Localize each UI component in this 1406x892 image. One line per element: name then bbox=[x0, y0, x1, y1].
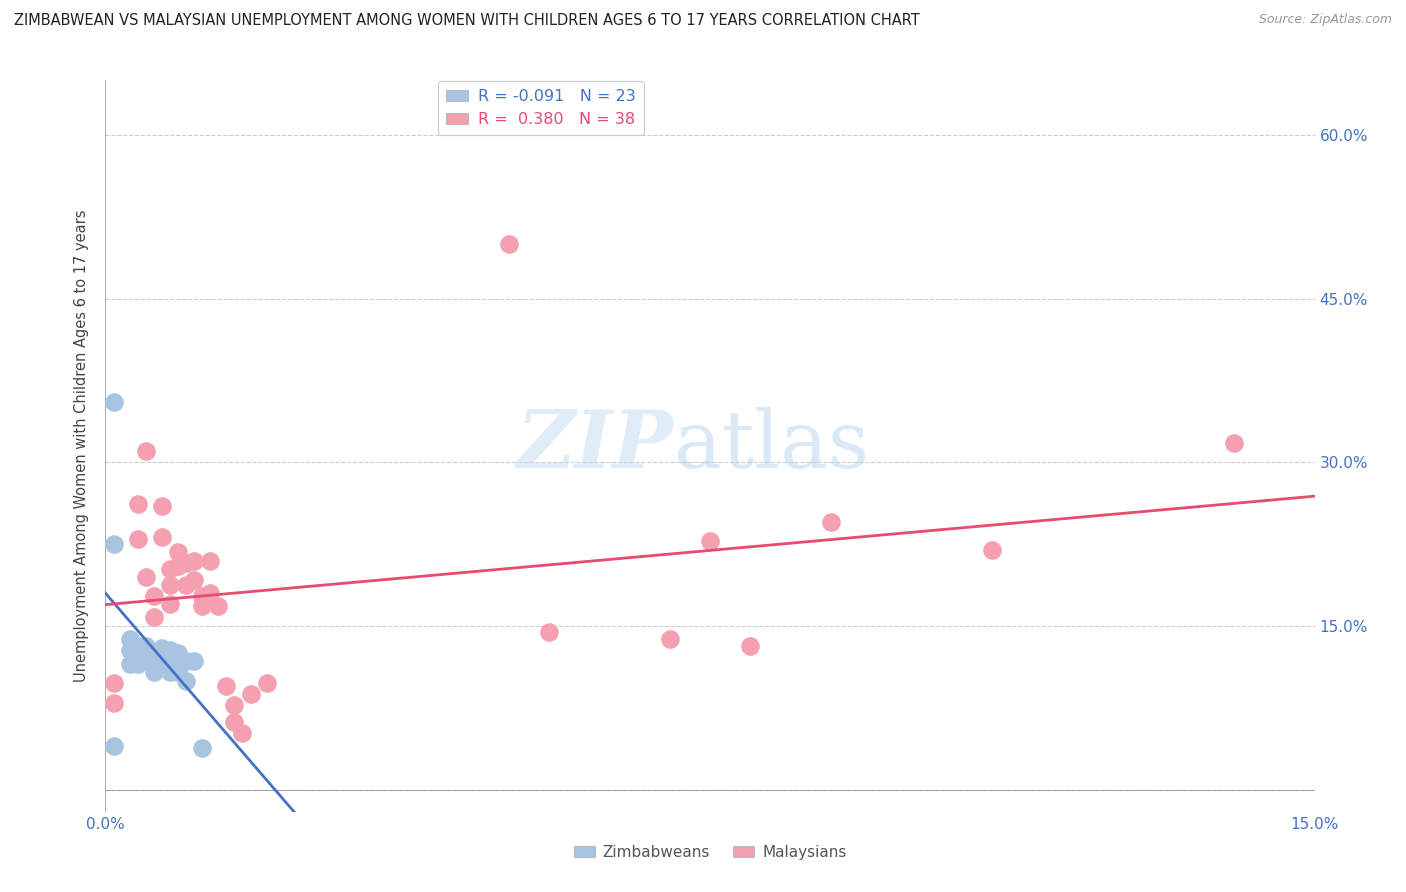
Point bbox=[135, 444, 157, 458]
Point bbox=[150, 640, 173, 655]
Point bbox=[127, 497, 149, 511]
Point bbox=[207, 599, 229, 614]
Text: Source: ZipAtlas.com: Source: ZipAtlas.com bbox=[1258, 13, 1392, 27]
Point bbox=[103, 395, 125, 409]
Point bbox=[183, 654, 205, 668]
Point bbox=[239, 687, 262, 701]
Point bbox=[135, 639, 157, 653]
Point bbox=[159, 643, 181, 657]
Point bbox=[135, 654, 157, 668]
Point bbox=[174, 654, 197, 668]
Point bbox=[159, 597, 181, 611]
Point bbox=[183, 554, 205, 568]
Point bbox=[820, 516, 842, 530]
Point bbox=[135, 570, 157, 584]
Point bbox=[256, 676, 278, 690]
Point bbox=[150, 530, 173, 544]
Point bbox=[740, 639, 762, 653]
Point bbox=[174, 556, 197, 570]
Point bbox=[142, 649, 165, 664]
Text: atlas: atlas bbox=[673, 407, 869, 485]
Point bbox=[658, 632, 681, 647]
Point bbox=[150, 499, 173, 513]
Point bbox=[159, 654, 181, 668]
Point bbox=[167, 559, 190, 574]
Point bbox=[183, 574, 205, 588]
Point bbox=[498, 237, 520, 252]
Point bbox=[150, 654, 173, 668]
Point bbox=[200, 554, 222, 568]
Point bbox=[118, 643, 141, 657]
Point bbox=[118, 632, 141, 647]
Point bbox=[174, 673, 197, 688]
Point bbox=[224, 698, 246, 712]
Text: ZIMBABWEAN VS MALAYSIAN UNEMPLOYMENT AMONG WOMEN WITH CHILDREN AGES 6 TO 17 YEAR: ZIMBABWEAN VS MALAYSIAN UNEMPLOYMENT AMO… bbox=[14, 13, 920, 29]
Point bbox=[224, 715, 246, 730]
Point bbox=[174, 577, 197, 591]
Point bbox=[191, 741, 214, 756]
Point bbox=[127, 532, 149, 546]
Point bbox=[103, 537, 125, 551]
Point bbox=[191, 589, 214, 603]
Point bbox=[167, 647, 190, 661]
Point bbox=[142, 665, 165, 679]
Point bbox=[159, 562, 181, 576]
Point bbox=[699, 533, 721, 548]
Point bbox=[159, 665, 181, 679]
Point bbox=[118, 657, 141, 672]
Point bbox=[167, 545, 190, 559]
Point bbox=[127, 639, 149, 653]
Point bbox=[191, 599, 214, 614]
Point bbox=[127, 657, 149, 672]
Point bbox=[231, 726, 253, 740]
Point bbox=[537, 624, 560, 639]
Point bbox=[215, 679, 238, 693]
Point bbox=[142, 589, 165, 603]
Point bbox=[103, 739, 125, 754]
Text: ZIP: ZIP bbox=[517, 408, 673, 484]
Point bbox=[981, 542, 1004, 557]
Y-axis label: Unemployment Among Women with Children Ages 6 to 17 years: Unemployment Among Women with Children A… bbox=[75, 210, 90, 682]
Legend: Zimbabweans, Malaysians: Zimbabweans, Malaysians bbox=[568, 839, 852, 866]
Point bbox=[200, 586, 222, 600]
Point bbox=[159, 577, 181, 591]
Point bbox=[142, 610, 165, 624]
Point bbox=[103, 696, 125, 710]
Point bbox=[103, 676, 125, 690]
Point bbox=[1223, 435, 1246, 450]
Point bbox=[167, 665, 190, 679]
